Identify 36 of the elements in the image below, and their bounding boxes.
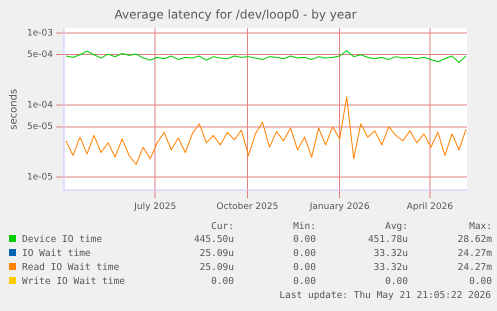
chart-title: Average latency for /dev/loop0 - by year <box>114 7 357 22</box>
legend-label: Write IO Wait time <box>21 275 126 289</box>
text: Max: <box>468 221 492 233</box>
x-tick-label: January 2026 <box>308 202 370 212</box>
text: 28.62m <box>456 233 492 247</box>
x-tick-label: July 2025 <box>133 202 176 212</box>
y-axis-title: seconds <box>8 88 20 130</box>
y-tick-label: 1e-03 <box>26 28 53 38</box>
text: 24.27m <box>456 261 492 275</box>
text: Avg: <box>384 221 408 233</box>
text: Min: <box>292 221 316 233</box>
text: Last update: Thu May 21 21:05:22 2026 <box>278 289 492 303</box>
text: 0.00 <box>384 275 408 289</box>
text: 0.00 <box>292 233 316 247</box>
text: 24.27m <box>456 247 492 261</box>
text: 0.00 <box>292 275 316 289</box>
legend-label: Device IO time <box>21 233 104 247</box>
legend-label: Read IO Wait time <box>21 261 120 275</box>
text: 33.32u <box>372 261 408 275</box>
text: 33.32u <box>372 247 408 261</box>
text: Cur: <box>210 221 234 233</box>
y-tick-label: 5e-05 <box>26 122 53 132</box>
legend-label: IO Wait time <box>21 247 92 261</box>
y-tick-label: 1e-04 <box>26 100 54 110</box>
text: 0.00 <box>292 247 316 261</box>
text: 0.00 <box>292 261 316 275</box>
text: 451.78u <box>366 233 408 247</box>
text: 25.09u <box>198 247 234 261</box>
text: 25.09u <box>198 261 234 275</box>
text: 445.50u <box>192 233 234 247</box>
x-tick-label: April 2026 <box>406 202 454 212</box>
text: 0.00 <box>468 275 492 289</box>
text: 0.00 <box>210 275 234 289</box>
y-tick-label: 5e-04 <box>26 50 54 60</box>
y-tick-label: 1e-05 <box>26 172 53 183</box>
x-tick-label: October 2025 <box>216 202 278 212</box>
